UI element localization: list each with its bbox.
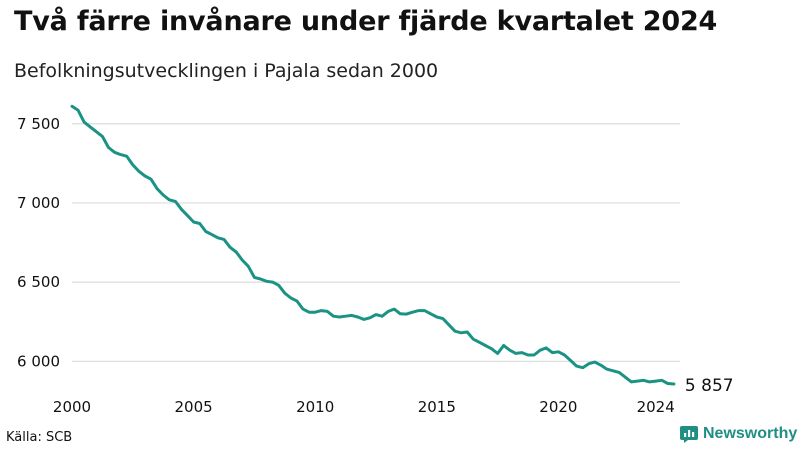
x-axis-ticks: 2000 2005 2010 2015 2020 2024 xyxy=(53,398,675,416)
y-tick-label: 6 000 xyxy=(17,352,60,370)
end-label-layer: 5 857 xyxy=(685,376,734,396)
x-tick-label: 2010 xyxy=(296,398,334,416)
series-layer xyxy=(70,104,676,386)
bar-chart-icon xyxy=(680,426,698,443)
chart-title: Två färre invånare under fjärde kvartale… xyxy=(14,6,718,37)
x-tick-label: 2005 xyxy=(175,398,213,416)
y-tick-label: 7 500 xyxy=(17,115,60,133)
brand-logo: Newsworthy xyxy=(680,425,797,443)
x-tick-label: 2015 xyxy=(418,398,456,416)
end-value-label: 5 857 xyxy=(685,376,734,396)
source-note: Källa: SCB xyxy=(6,430,73,445)
x-tick-label: 2024 xyxy=(637,398,675,416)
y-axis-ticks: 6 000 6 500 7 000 7 500 xyxy=(17,115,60,371)
x-tick-label: 2000 xyxy=(53,398,91,416)
gridlines xyxy=(72,123,680,362)
y-tick-label: 7 000 xyxy=(17,194,60,212)
series-line xyxy=(70,104,676,386)
brand-name: Newsworthy xyxy=(703,425,798,442)
chart-subtitle: Befolkningsutvecklingen i Pajala sedan 2… xyxy=(14,60,439,82)
x-tick-label: 2020 xyxy=(539,398,577,416)
y-tick-label: 6 500 xyxy=(17,273,60,291)
